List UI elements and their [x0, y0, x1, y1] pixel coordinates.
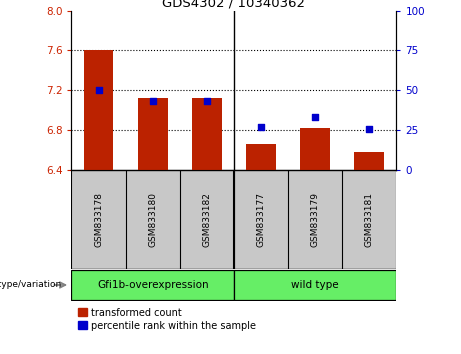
Text: genotype/variation: genotype/variation — [0, 280, 62, 290]
Bar — [246, 144, 276, 170]
Point — [366, 126, 373, 131]
Text: Gfi1b-overexpression: Gfi1b-overexpression — [97, 280, 208, 290]
Text: GSM833177: GSM833177 — [256, 192, 266, 247]
Bar — [355, 152, 384, 170]
Text: GSM833178: GSM833178 — [94, 192, 103, 247]
Point — [257, 124, 265, 130]
Title: GDS4302 / 10340362: GDS4302 / 10340362 — [162, 0, 306, 10]
Bar — [138, 98, 168, 170]
Point — [312, 115, 319, 120]
Point — [203, 98, 211, 104]
Text: wild type: wild type — [291, 280, 339, 290]
Point — [149, 98, 156, 104]
Legend: transformed count, percentile rank within the sample: transformed count, percentile rank withi… — [77, 306, 258, 332]
Text: GSM833182: GSM833182 — [202, 192, 212, 247]
Bar — [83, 51, 113, 170]
Text: GSM833180: GSM833180 — [148, 192, 157, 247]
FancyBboxPatch shape — [234, 270, 396, 300]
Point — [95, 87, 102, 93]
Text: GSM833181: GSM833181 — [365, 192, 374, 247]
FancyBboxPatch shape — [71, 270, 234, 300]
Bar — [300, 128, 330, 170]
Text: GSM833179: GSM833179 — [311, 192, 320, 247]
Bar — [192, 98, 222, 170]
